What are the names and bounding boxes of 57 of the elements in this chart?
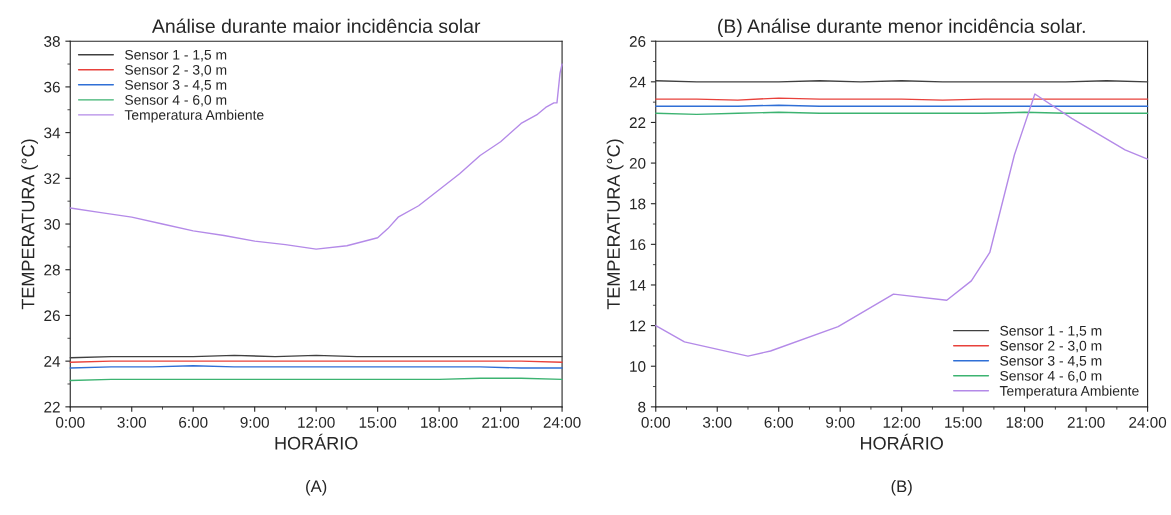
legend-label: Sensor 3 - 4,5 m (1000, 355, 1102, 368)
y-tick-label: 24 (44, 356, 61, 367)
x-tick-label: 18:00 (1006, 416, 1044, 428)
text: (A) (306, 479, 327, 496)
legend-label: Sensor 2 - 3,0 m (1000, 340, 1102, 353)
legend-label: Sensor 1 - 1,5 m (1000, 325, 1102, 338)
legend-label: Sensor 2 - 3,0 m (125, 64, 227, 77)
line-series (655, 93, 1149, 357)
legend-label: Sensor 4 - 6,0 m (125, 94, 227, 107)
x-tick-label: 12:00 (298, 416, 335, 428)
x-tick-label: 24:00 (543, 416, 581, 428)
legend-label: Sensor 3 - 4,5 m (125, 79, 227, 92)
text: (B) (891, 479, 912, 496)
x-tick-label: 0:00 (641, 416, 671, 428)
line-series (69, 63, 563, 250)
y-axis-title: TEMPERATURA (°C) (21, 139, 38, 310)
y-tick-label: 30 (44, 218, 60, 230)
y-tick-label: 34 (44, 127, 61, 139)
y-tick-label: 22 (44, 401, 60, 413)
x-axis-title: HORÁRIO (275, 433, 358, 450)
y-tick-label: 26 (629, 36, 646, 47)
x-tick-label: 18:00 (421, 416, 458, 428)
x-axis-title: HORÁRIO (861, 433, 943, 450)
y-tick-label: 12 (630, 320, 646, 332)
y-tick-label: 14 (630, 279, 646, 291)
x-tick-label: 24:00 (1129, 416, 1167, 428)
x-tick-label: 12:00 (883, 416, 921, 428)
x-tick-label: 9:00 (826, 416, 855, 428)
y-tick-label: 20 (629, 157, 646, 169)
x-tick-label: 15:00 (945, 416, 982, 428)
x-tick-label: 9:00 (240, 416, 269, 428)
x-tick-label: 21:00 (482, 416, 520, 428)
legend-label: Sensor 4 - 6,0 m (1000, 370, 1102, 383)
x-tick-label: 6:00 (179, 416, 208, 428)
y-tick-label: 16 (630, 239, 646, 251)
y-tick-label: 28 (44, 264, 60, 276)
x-tick-label: 21:00 (1067, 416, 1105, 428)
y-tick-label: 8 (638, 401, 646, 413)
y-tick-label: 38 (44, 36, 60, 47)
x-tick-label: 0:00 (55, 416, 85, 428)
x-tick-label: 6:00 (764, 416, 793, 428)
x-tick-label: 15:00 (359, 416, 397, 428)
y-tick-label: 18 (630, 198, 646, 210)
y-tick-label: 10 (630, 361, 646, 372)
legend-label: Temperatura Ambiente (999, 385, 1139, 399)
y-tick-label: 32 (44, 173, 60, 184)
chart-title: Análise durante maior incidência solar (151, 18, 481, 34)
legend-label: Sensor 1 - 1,5 m (125, 49, 227, 62)
x-tick-label: 3:00 (117, 416, 147, 428)
y-tick-label: 36 (44, 81, 60, 93)
x-tick-label: 3:00 (702, 416, 732, 428)
y-tick-label: 26 (44, 310, 60, 322)
y-tick-label: 22 (629, 117, 646, 128)
chart-title: (B) Análise durante menor incidência solar. (718, 18, 1085, 37)
legend-label: Temperatura Ambiente (124, 109, 264, 123)
y-axis-title: TEMPERATURA (°C) (606, 139, 624, 310)
y-tick-label: 24 (629, 76, 646, 88)
